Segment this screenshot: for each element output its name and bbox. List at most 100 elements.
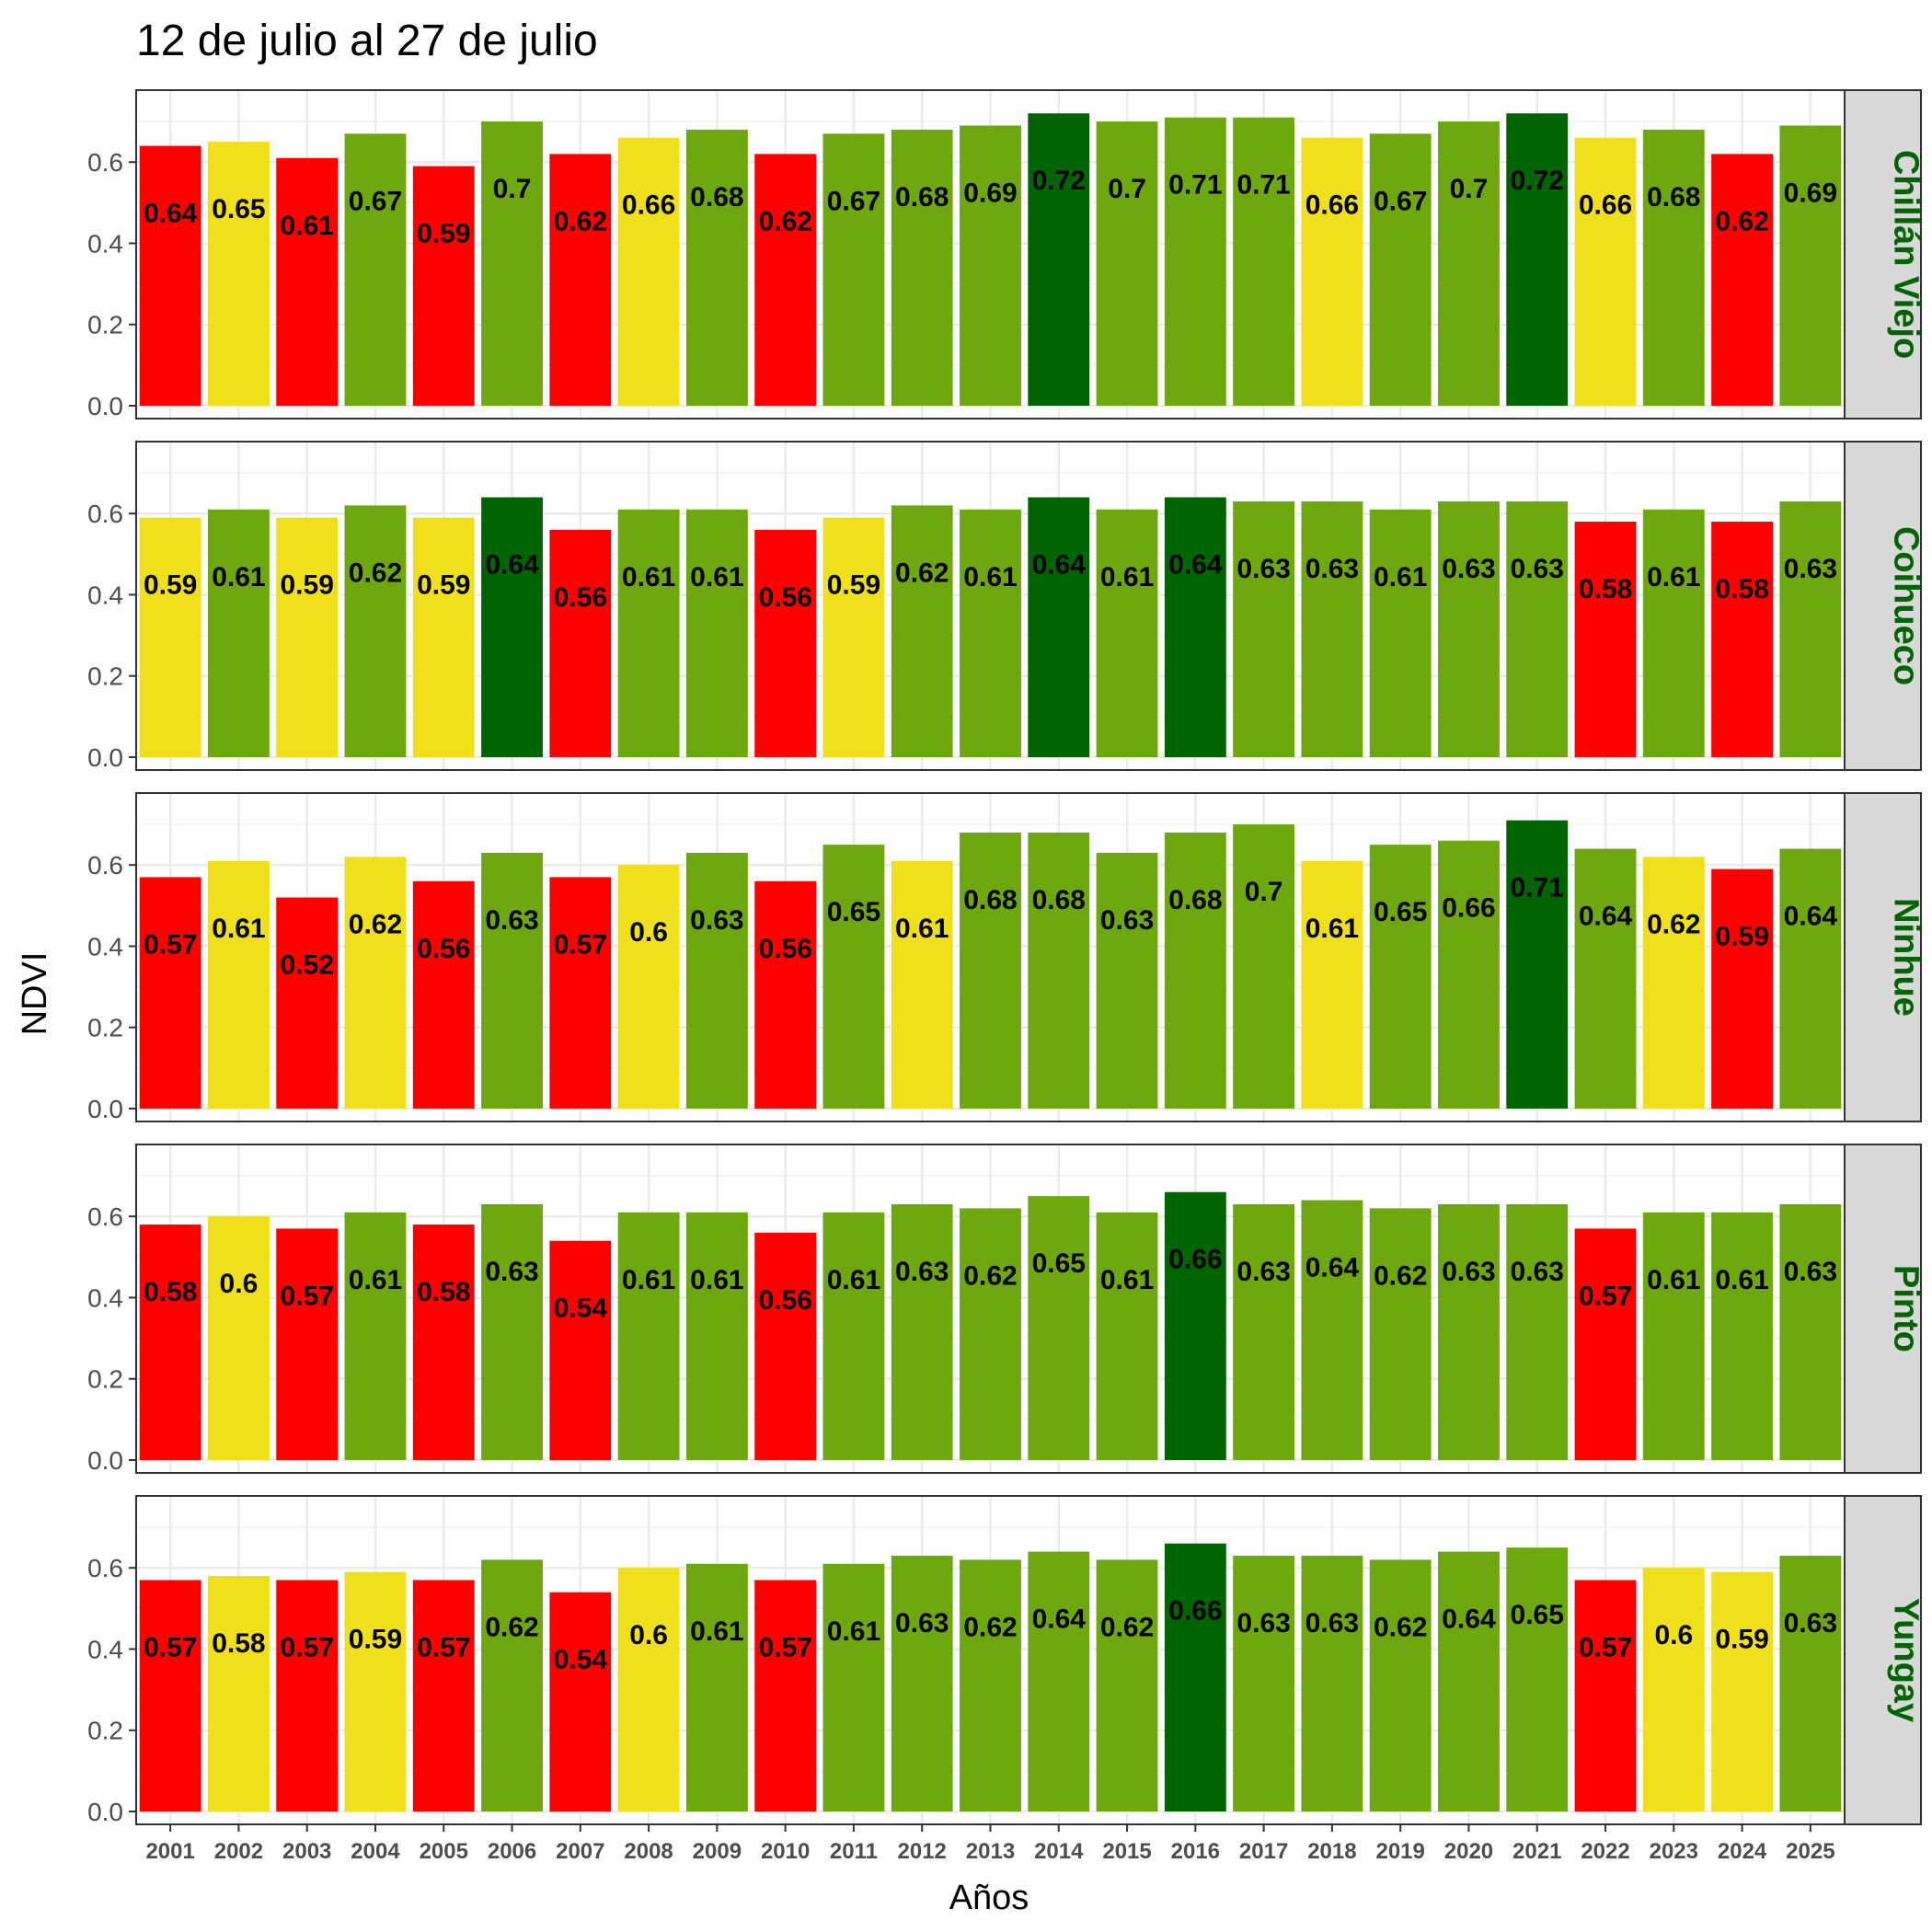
bar-2025 [1779,1555,1842,1811]
bar-label: 0.62 [1374,1260,1427,1291]
bar-label: 0.58 [212,1628,265,1659]
bar-label: 0.61 [895,914,949,944]
bar-label: 0.58 [144,1277,197,1307]
bar-label: 0.63 [1305,1608,1359,1639]
y-tick-label: 0.0 [87,392,123,420]
x-tick-label: 2024 [1718,1839,1767,1864]
bar-2002 [207,509,270,757]
bar-2011 [822,517,885,757]
bar-label: 0.59 [417,219,470,249]
x-tick-label: 2007 [556,1839,604,1864]
bar-2019 [1369,1208,1432,1460]
bar-label: 0.61 [1647,562,1700,592]
bar-label: 0.63 [1784,1257,1837,1287]
bar-label: 0.57 [1579,1281,1632,1311]
bar-2018 [1301,1200,1363,1460]
bar-label: 0.7 [1450,174,1489,204]
bar-label: 0.59 [417,570,470,601]
bar-2004 [344,133,407,406]
panel-2: 0.57 0.61 0.52 0.62 0.56 0.63 0.57 0.6 0.63 0.56 0… [87,792,1926,1123]
bar-label: 0.6 [1654,1620,1693,1650]
bar-2012 [891,505,953,757]
bar-label: 0.62 [1100,1612,1154,1642]
bar-label: 0.63 [690,905,743,936]
y-tick-label: 0.6 [87,851,123,880]
bar-2020 [1438,121,1500,407]
x-tick-label: 2011 [830,1839,878,1864]
bar-label: 0.61 [1100,1265,1154,1295]
bar-2013 [960,1208,1021,1460]
bar-label: 0.56 [417,934,470,964]
bar-label: 0.56 [554,582,607,613]
bar-2015 [1096,1212,1158,1460]
facet-strip [1844,441,1922,771]
bar-label: 0.63 [1511,1257,1564,1287]
bar-2010 [754,529,817,757]
bar-label: 0.57 [281,1632,334,1662]
bar-label: 0.68 [895,182,949,213]
bar-label: 0.59 [1715,1625,1768,1655]
facet-strip [1844,792,1922,1122]
bar-2023 [1642,129,1705,407]
bar-label: 0.65 [212,194,265,224]
x-tick-label: 2019 [1375,1839,1424,1864]
bar-2011 [822,1212,885,1460]
bar-2019 [1369,509,1432,757]
bar-label: 0.61 [349,1265,402,1295]
bar-label: 0.61 [212,562,265,592]
bar-2012 [891,129,953,407]
bar-2002 [207,1576,270,1811]
bar-2021 [1506,500,1569,757]
bar-2016 [1164,832,1226,1109]
bar-2020 [1438,1203,1500,1460]
bar-2014 [1028,113,1090,407]
bar-2024 [1711,1212,1774,1460]
bar-2007 [549,529,612,757]
bar-label: 0.65 [1511,1600,1564,1630]
bar-label: 0.64 [1168,550,1223,581]
bar-2012 [891,1555,953,1811]
bar-2023 [1642,509,1705,757]
bar-label: 0.57 [417,1632,470,1662]
bar-label: 0.71 [1511,873,1564,903]
x-tick-label: 2006 [488,1839,536,1864]
bar-label: 0.66 [1168,1245,1222,1275]
bar-2014 [1028,497,1090,757]
x-tick-label: 2022 [1581,1839,1629,1864]
bar-label: 0.59 [281,570,334,601]
bar-2003 [276,1580,339,1811]
bar-2024 [1711,154,1774,406]
y-tick-label: 0.2 [87,1014,123,1042]
x-tick-label: 2016 [1171,1839,1220,1864]
bar-label: 0.64 [1784,902,1838,932]
facet-strip-label: Chillán Viejo [1887,150,1926,359]
x-tick-label: 2025 [1786,1839,1834,1864]
bar-2024 [1711,1571,1774,1811]
bar-2022 [1574,1580,1637,1811]
bar-label: 0.7 [493,174,532,204]
bar-label: 0.68 [1168,885,1222,915]
bar-label: 0.68 [963,885,1017,915]
bar-2018 [1301,137,1363,406]
bar-2023 [1642,1568,1705,1811]
bar-2022 [1574,522,1637,757]
bar-label: 0.57 [1579,1632,1632,1662]
bar-2001 [139,1580,201,1811]
bar-2005 [412,1580,475,1811]
bar-2023 [1642,857,1705,1109]
bar-label: 0.61 [827,1616,880,1647]
bar-label: 0.61 [1100,562,1154,592]
bar-2006 [481,1203,543,1460]
facet-strip [1844,89,1922,420]
bar-2001 [139,517,201,757]
bar-2003 [276,157,339,406]
bar-2014 [1028,832,1090,1109]
bar-2021 [1506,113,1569,407]
bar-2010 [754,154,817,406]
bar-2015 [1096,1559,1158,1811]
panel-1: 0.59 0.61 0.59 0.62 0.59 0.64 0.56 0.61 0.61 0.56… [87,441,1926,772]
bar-2016 [1164,1191,1226,1460]
bar-2016 [1164,1543,1226,1811]
bar-label: 0.65 [1032,1248,1086,1279]
bar-2006 [481,1559,543,1811]
